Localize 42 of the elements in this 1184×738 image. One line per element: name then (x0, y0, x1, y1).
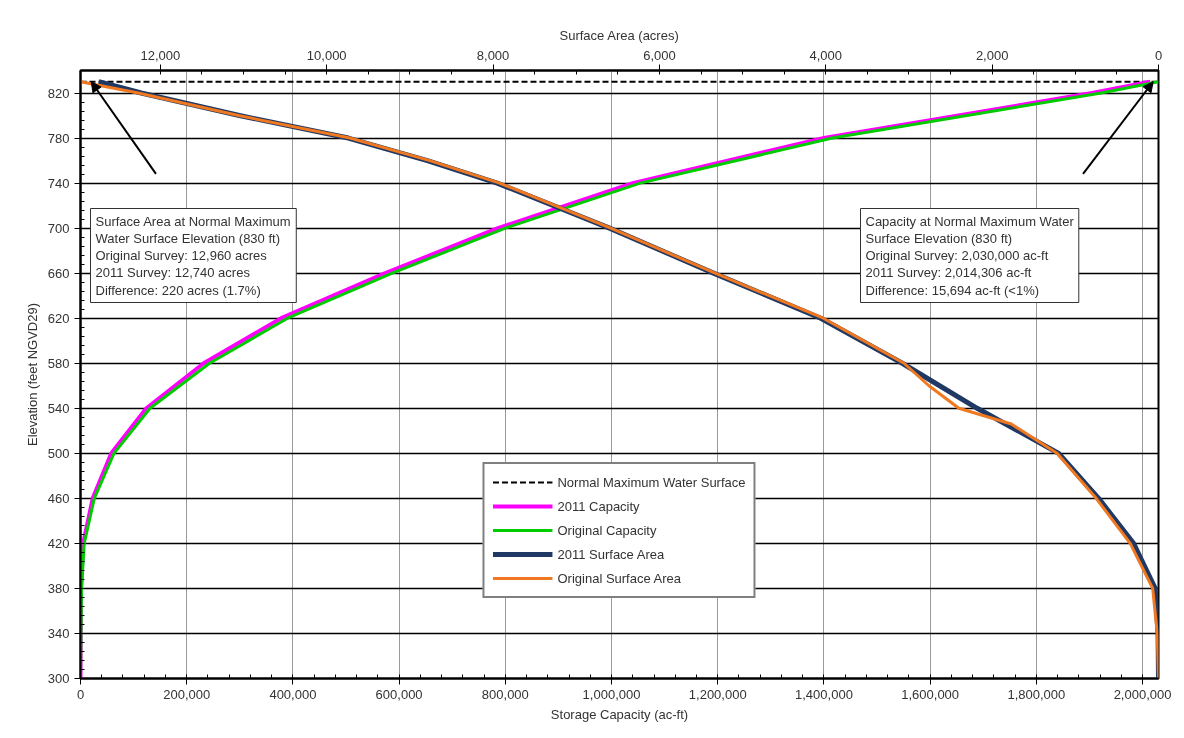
x-tick-label: 800,000 (481, 686, 529, 702)
y-tick-label: 340 (47, 625, 70, 641)
y-tick-label: 420 (47, 535, 70, 551)
legend-label: 2011 Surface Area (557, 546, 665, 562)
y-tick-label: 580 (47, 355, 70, 371)
x2-tick-label: 2,000 (975, 47, 1009, 63)
y-tick-label: 460 (47, 490, 70, 506)
legend-label: 2011 Capacity (557, 498, 640, 514)
x-tick-label: 1,200,000 (688, 686, 747, 702)
y-tick-label: 500 (47, 445, 70, 461)
legend-label: Normal Maximum Water Surface (557, 474, 746, 490)
y-tick-label: 540 (47, 400, 70, 416)
x-tick-label: 1,600,000 (901, 686, 960, 702)
y-axis-title: Elevation (feet NGVD29) (24, 302, 40, 447)
legend-label: Original Capacity (557, 522, 657, 538)
x-tick-label: 1,400,000 (795, 686, 853, 702)
x-tick-label: 600,000 (375, 686, 423, 702)
annotation: Surface Area at Normal Maximum Water Surface Elevation (830 ft) Original Survey: 12,960 acres 2011 Survey: 12,740 acres Difference: 220 acres (1.7%) (95, 213, 291, 298)
x-tick-label: 1,000,000 (582, 686, 641, 702)
x2-tick-label: 12,000 (140, 47, 181, 63)
legend-label: Original Surface Area (557, 570, 682, 586)
y-tick-label: 660 (47, 265, 70, 281)
y-tick-label: 820 (47, 85, 70, 101)
x2-tick-label: 6,000 (643, 47, 676, 63)
y-tick-label: 780 (47, 130, 70, 146)
x2-tick-label: 4,000 (809, 47, 843, 63)
x-tick-label: 400,000 (269, 686, 317, 702)
x-tick-label: 200,000 (163, 686, 211, 702)
x-tick-label: 0 (76, 686, 85, 702)
x2-axis-title: Surface Area (acres) (559, 27, 679, 43)
x2-tick-label: 10,000 (306, 47, 347, 63)
x-tick-label: 2,000,000 (1113, 686, 1172, 702)
y-tick-label: 740 (47, 175, 70, 191)
y-tick-label: 620 (47, 310, 70, 326)
y-tick-label: 300 (47, 671, 70, 686)
x-axis-title: Storage Capacity (ac-ft) (550, 706, 689, 722)
x2-tick-label: 0 (1154, 47, 1163, 63)
x2-tick-label: 8,000 (476, 47, 510, 63)
y-tick-label: 700 (47, 220, 70, 236)
y-tick-label: 380 (47, 580, 70, 596)
annotation: Capacity at Normal Maximum Water Surface Elevation (830 ft) Original Survey: 2,030,000 ac-ft 2011 Survey: 2,014,306 ac-ft Difference: 15,694 ac-ft (<1%) (865, 213, 1075, 298)
x-tick-label: 1,800,000 (1007, 686, 1066, 702)
